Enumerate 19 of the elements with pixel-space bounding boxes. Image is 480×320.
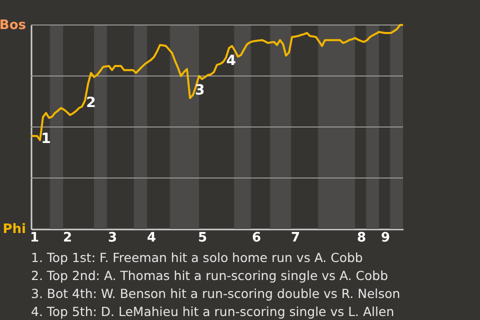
x-tick-label: 3: [108, 230, 118, 246]
x-tick-label: 6: [252, 230, 262, 246]
text: 2. Top 2nd: A. Thomas hit a run-scoring single vs A. Cobb: [31, 268, 388, 283]
x-tick-label: 2: [62, 230, 72, 246]
x-tick-label: 1: [30, 230, 40, 246]
annotation: 4: [226, 52, 236, 69]
annotation: 2: [86, 94, 96, 111]
text: Bos: [0, 18, 26, 33]
text: Phi: [2, 222, 26, 237]
annotation: 3: [195, 82, 205, 98]
x-tick-label: 8: [356, 230, 366, 246]
x-tick-label: 4: [146, 230, 156, 246]
text: 1. Top 1st: F. Freeman hit a solo home run vs A. Cobb: [31, 250, 363, 265]
text: 4. Top 5th: D. LeMahieu hit a run-scoring single vs L. Allen: [31, 304, 394, 319]
annotation: 1: [41, 131, 51, 148]
x-tick-label: 5: [198, 230, 208, 246]
text: 3. Bot 4th: W. Benson hit a run-scoring double vs R. Nelson: [31, 286, 400, 301]
x-tick-label: 7: [290, 230, 300, 246]
x-tick-label: 9: [380, 230, 390, 246]
